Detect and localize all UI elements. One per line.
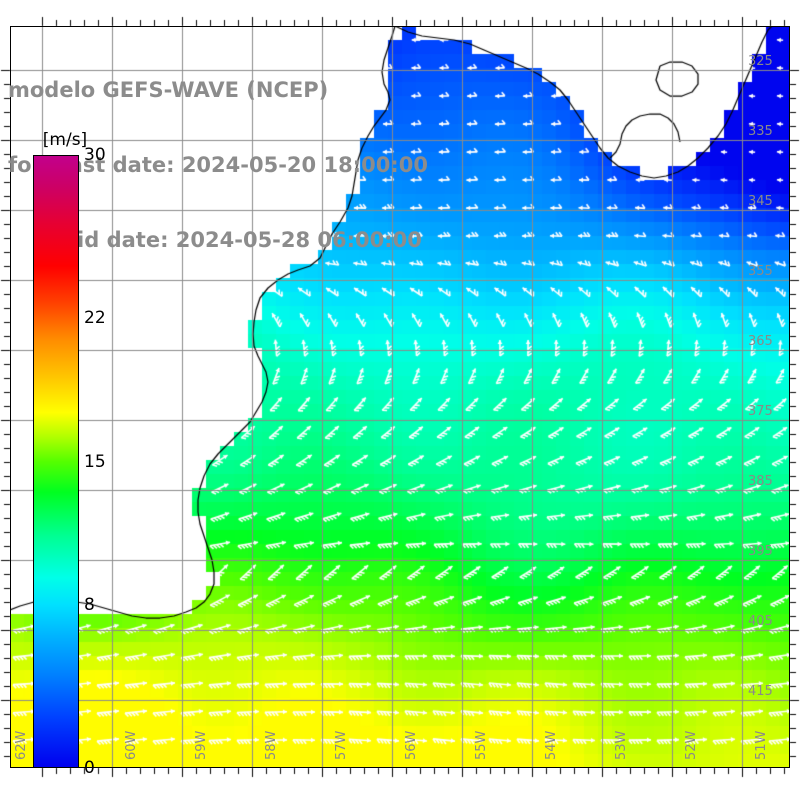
colorbar-tick-30: 30 (84, 145, 106, 165)
longitude-label-57W: 57W (334, 730, 349, 760)
colorbar-tick-8: 8 (84, 594, 95, 615)
longitude-label-53W: 53W (614, 730, 629, 760)
grid-index-label-325: 325 (748, 54, 773, 69)
longitude-label-left: 62W (14, 730, 29, 760)
grid-index-label-385: 385 (748, 474, 773, 489)
longitude-label-56W: 56W (404, 730, 419, 760)
grid-index-label-405: 405 (748, 614, 773, 629)
grid-index-label-365: 365 (748, 334, 773, 349)
grid-index-label-415: 415 (748, 684, 773, 699)
grid-index-label-395: 395 (748, 544, 773, 559)
colorbar-unit-label: [m/s] (42, 130, 88, 150)
longitude-label-60W: 60W (124, 730, 139, 760)
colorbar-tick-0: 0 (84, 758, 95, 778)
longitude-label-58W: 58W (264, 730, 279, 760)
longitude-label-54W: 54W (544, 730, 559, 760)
valid-date: valid date: 2024-05-28 06:00:00 (42, 228, 422, 252)
grid-index-label-375: 375 (748, 404, 773, 419)
colorbar-tick-22: 22 (84, 308, 106, 329)
colorbar-tick-15: 15 (84, 451, 106, 472)
colorbar-gradient (33, 155, 79, 768)
longitude-label-51W: 51W (754, 730, 769, 760)
model-title: modelo GEFS-WAVE (NCEP) (8, 78, 329, 102)
grid-index-label-355: 355 (748, 264, 773, 279)
longitude-label-55W: 55W (474, 730, 489, 760)
longitude-label-52W: 52W (684, 730, 699, 760)
longitude-label-59W: 59W (194, 730, 209, 760)
grid-index-label-335: 335 (748, 124, 773, 139)
grid-index-label-345: 345 (748, 194, 773, 209)
colorbar[interactable] (33, 155, 79, 768)
